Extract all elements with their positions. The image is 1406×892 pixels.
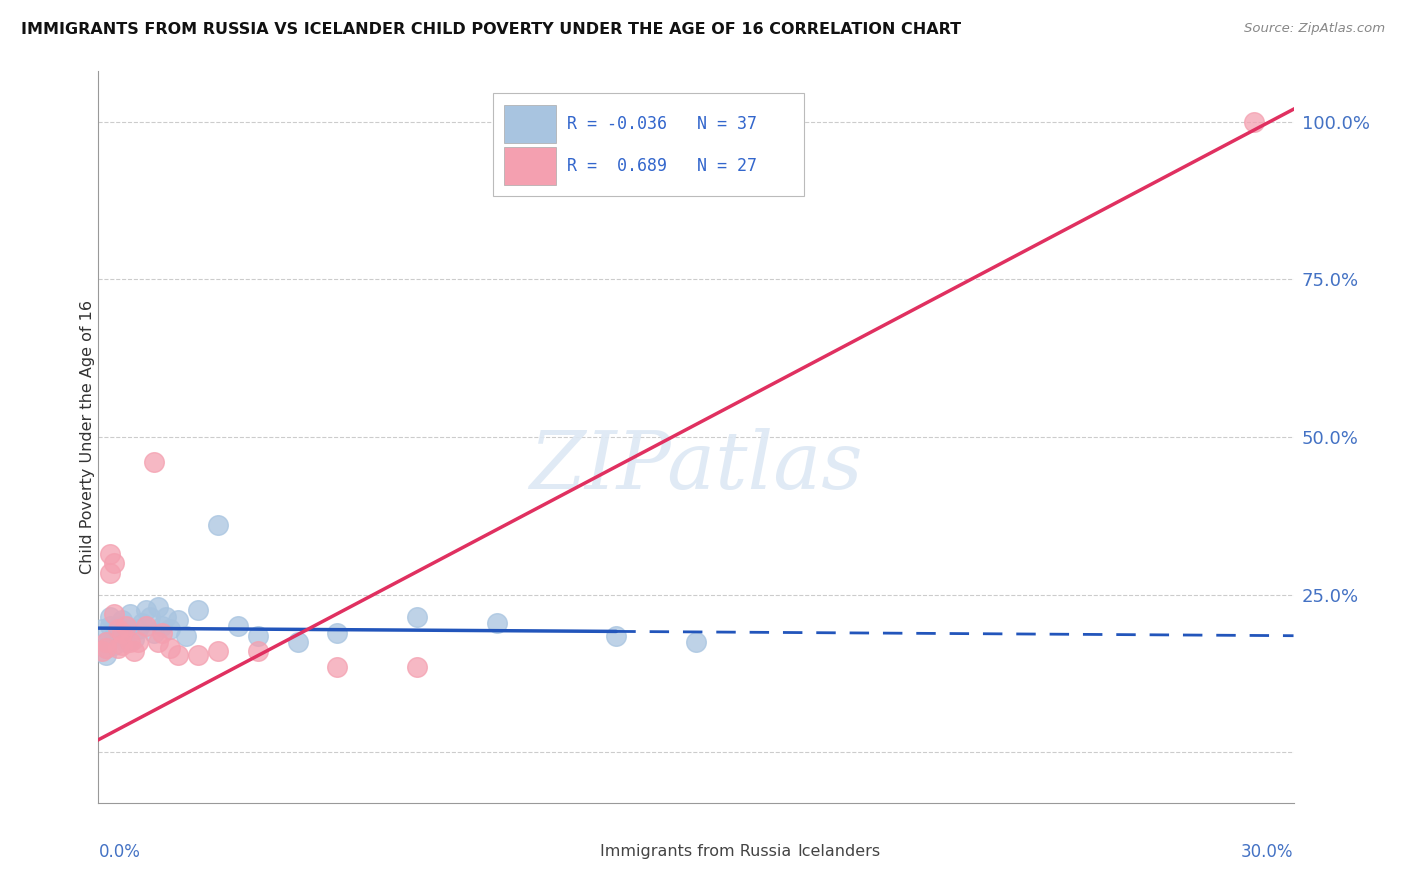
Point [605, 629, 627, 643]
Point [96, 635, 118, 649]
FancyBboxPatch shape [494, 94, 804, 195]
Point [127, 623, 149, 637]
Point [159, 623, 181, 637]
Y-axis label: Child Poverty Under the Age of 16: Child Poverty Under the Age of 16 [80, 300, 94, 574]
Point [111, 613, 134, 627]
Point [226, 619, 249, 633]
Point [246, 644, 269, 658]
Point [98, 566, 122, 580]
Point [120, 607, 142, 621]
Text: Immigrants from Russia: Immigrants from Russia [600, 845, 792, 859]
Point [111, 625, 134, 640]
Point [115, 635, 138, 649]
Point [287, 635, 309, 649]
Text: 30.0%: 30.0% [1241, 843, 1294, 861]
Point [139, 609, 162, 624]
Point [187, 603, 209, 617]
Text: Icelanders: Icelanders [797, 845, 880, 859]
Point [96, 635, 118, 649]
Point [98, 609, 122, 624]
Point [96, 641, 118, 656]
Text: R =  0.689   N = 27: R = 0.689 N = 27 [567, 157, 756, 175]
Point [150, 619, 173, 633]
Point [135, 619, 157, 633]
Point [167, 648, 190, 662]
Point [107, 641, 129, 656]
Point [96, 648, 118, 662]
Point [107, 623, 129, 637]
Point [98, 619, 122, 633]
Point [187, 648, 209, 662]
Point [406, 660, 429, 674]
Point [685, 635, 707, 649]
Point [103, 607, 125, 621]
Point [148, 635, 170, 649]
Text: ZIPatlas: ZIPatlas [529, 427, 863, 505]
Point [135, 603, 157, 617]
Point [115, 623, 138, 637]
Point [131, 616, 153, 631]
Point [124, 644, 146, 658]
Point [485, 616, 508, 631]
Point [207, 518, 229, 533]
Text: IMMIGRANTS FROM RUSSIA VS ICELANDER CHILD POVERTY UNDER THE AGE OF 16 CORRELATIO: IMMIGRANTS FROM RUSSIA VS ICELANDER CHIL… [21, 22, 962, 37]
FancyBboxPatch shape [503, 105, 557, 143]
Point [148, 600, 170, 615]
Point [159, 641, 181, 656]
Point [174, 629, 197, 643]
Point [103, 638, 125, 652]
Point [150, 625, 173, 640]
Text: R = -0.036   N = 37: R = -0.036 N = 37 [567, 115, 756, 133]
Point [155, 609, 177, 624]
Point [127, 635, 149, 649]
Point [326, 660, 349, 674]
Point [103, 629, 125, 643]
Point [103, 556, 125, 570]
Point [111, 638, 134, 652]
FancyBboxPatch shape [548, 838, 595, 871]
Point [143, 455, 166, 469]
Point [1243, 115, 1265, 129]
Point [98, 547, 122, 561]
Point [167, 613, 190, 627]
Point [115, 619, 138, 633]
Point [91, 644, 114, 658]
Point [96, 641, 118, 656]
Point [326, 625, 349, 640]
Point [143, 625, 166, 640]
Point [120, 635, 142, 649]
FancyBboxPatch shape [503, 146, 557, 185]
Point [91, 623, 114, 637]
Text: 0.0%: 0.0% [98, 843, 141, 861]
Point [111, 629, 134, 643]
Point [207, 644, 229, 658]
Point [107, 625, 129, 640]
Point [246, 629, 269, 643]
Point [107, 619, 129, 633]
Text: Source: ZipAtlas.com: Source: ZipAtlas.com [1244, 22, 1385, 36]
FancyBboxPatch shape [747, 838, 792, 871]
Point [406, 609, 429, 624]
Point [124, 632, 146, 646]
